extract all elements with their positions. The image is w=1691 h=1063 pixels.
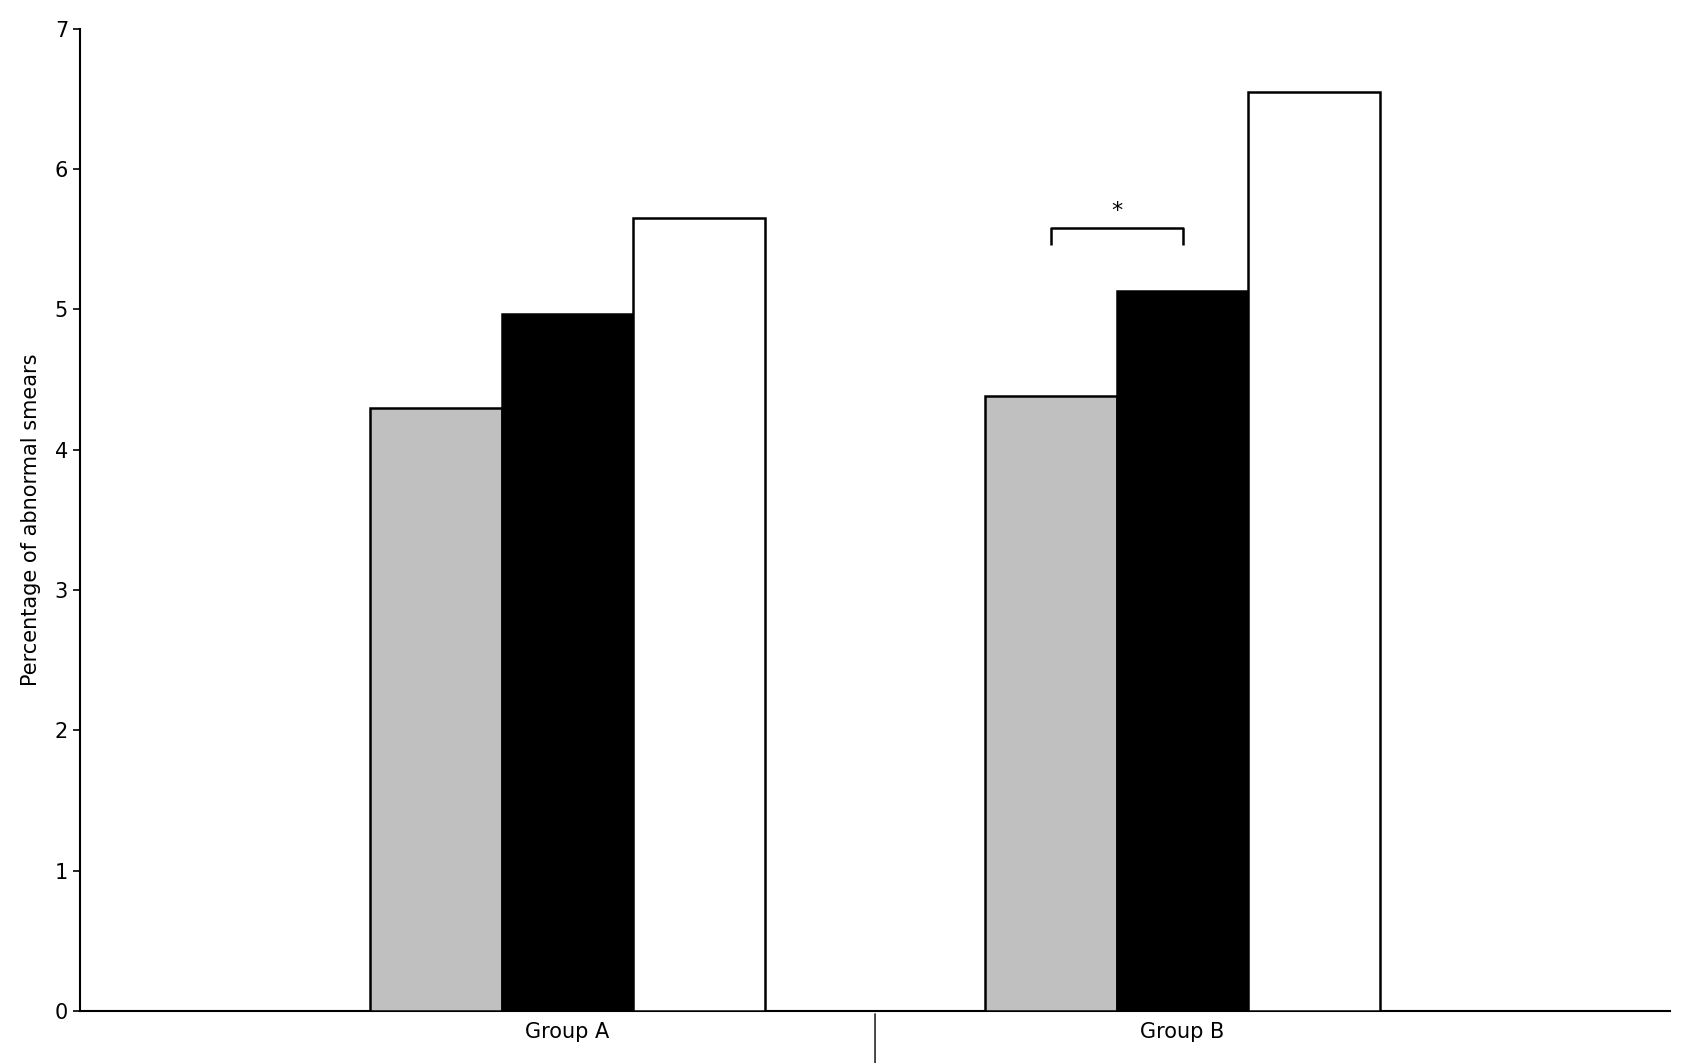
Bar (984, 396, 1116, 1011)
Bar (634, 218, 766, 1011)
Bar (502, 314, 634, 1011)
Bar (1116, 291, 1248, 1011)
Bar (370, 408, 502, 1011)
Text: *: * (1111, 201, 1123, 221)
Y-axis label: Percentage of abnormal smears: Percentage of abnormal smears (20, 354, 41, 687)
Bar (1248, 92, 1380, 1011)
